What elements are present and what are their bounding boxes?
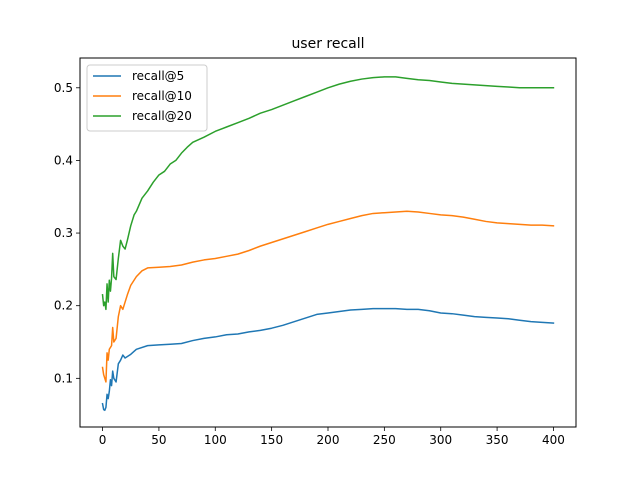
series-lines xyxy=(101,76,555,412)
x-axis: 0 50 100 150 200 250 300 350 400 xyxy=(99,427,565,447)
x-tick-label: 250 xyxy=(373,433,396,447)
y-axis: 0.1 0.2 0.3 0.4 0.5 xyxy=(54,81,80,385)
series-line-2 xyxy=(101,210,555,383)
x-tick-label: 200 xyxy=(317,433,340,447)
x-tick-label: 150 xyxy=(260,433,283,447)
x-tick-label: 400 xyxy=(542,433,565,447)
y-tick-label: 0.5 xyxy=(54,81,73,95)
y-tick-label: 0.4 xyxy=(54,153,73,167)
legend: recall@5 recall@10 recall@20 xyxy=(86,64,208,132)
legend-label: recall@5 xyxy=(132,69,184,83)
series-line-1 xyxy=(101,307,555,412)
y-tick-label: 0.2 xyxy=(54,299,73,313)
x-tick-label: 50 xyxy=(151,433,166,447)
y-tick-label: 0.3 xyxy=(54,226,73,240)
x-tick-label: 0 xyxy=(99,433,107,447)
legend-label: recall@10 xyxy=(132,89,192,103)
series-line-3 xyxy=(101,76,555,311)
legend-box xyxy=(86,64,208,132)
y-tick-label: 0.1 xyxy=(54,371,73,385)
x-tick-label: 100 xyxy=(204,433,227,447)
legend-label: recall@20 xyxy=(132,109,192,123)
x-tick-label: 300 xyxy=(429,433,452,447)
x-tick-label: 350 xyxy=(486,433,509,447)
chart-title: user recall xyxy=(291,36,364,52)
